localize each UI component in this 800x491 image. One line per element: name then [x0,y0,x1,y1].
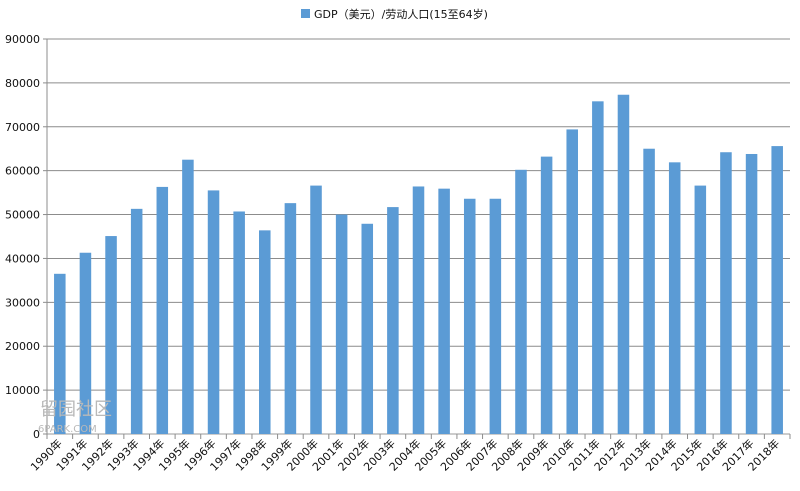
bar [284,203,297,434]
bar [156,186,169,434]
bar [617,94,630,434]
y-tick-label: 30000 [5,296,40,309]
y-tick-label: 60000 [5,165,40,178]
bar [207,190,220,434]
bar [438,188,450,434]
y-tick-label: 80000 [5,77,40,90]
bar [387,207,399,434]
bar [54,273,66,434]
bar [79,252,92,434]
bar [643,148,655,434]
bar [259,230,271,434]
bar [592,101,604,435]
y-tick-label: 40000 [5,252,40,265]
bar [182,159,194,434]
legend-label: GDP（美元）/劳动人口(15至64岁) [314,7,488,21]
legend-swatch [301,9,310,18]
bar [540,156,553,434]
y-tick-label: 50000 [5,209,40,222]
bar [412,186,425,434]
bar [335,214,348,434]
bar [105,236,117,434]
bar [771,146,783,435]
bars-layer [54,94,783,435]
bar [566,129,578,434]
watermark: 留园社区 6PARK.COM [38,399,112,435]
watermark-line-1: 留园社区 [40,399,112,420]
bar [720,152,732,434]
bar [310,185,322,434]
legend: GDP（美元）/劳动人口(15至64岁) [301,7,488,21]
y-tick-label: 10000 [5,384,40,397]
bar [694,185,707,434]
bar [489,198,502,434]
y-tick-label: 90000 [5,33,40,46]
bar [130,208,143,434]
watermark-line-2: 6PARK.COM [38,424,97,435]
y-tick-label: 70000 [5,121,40,134]
y-tick-label: 0 [33,428,40,441]
bar [361,223,374,434]
bar [745,153,758,434]
bar [668,162,681,435]
y-tick-label: 20000 [5,340,40,353]
bar [463,198,476,434]
bar [233,211,245,434]
bar [515,169,527,435]
